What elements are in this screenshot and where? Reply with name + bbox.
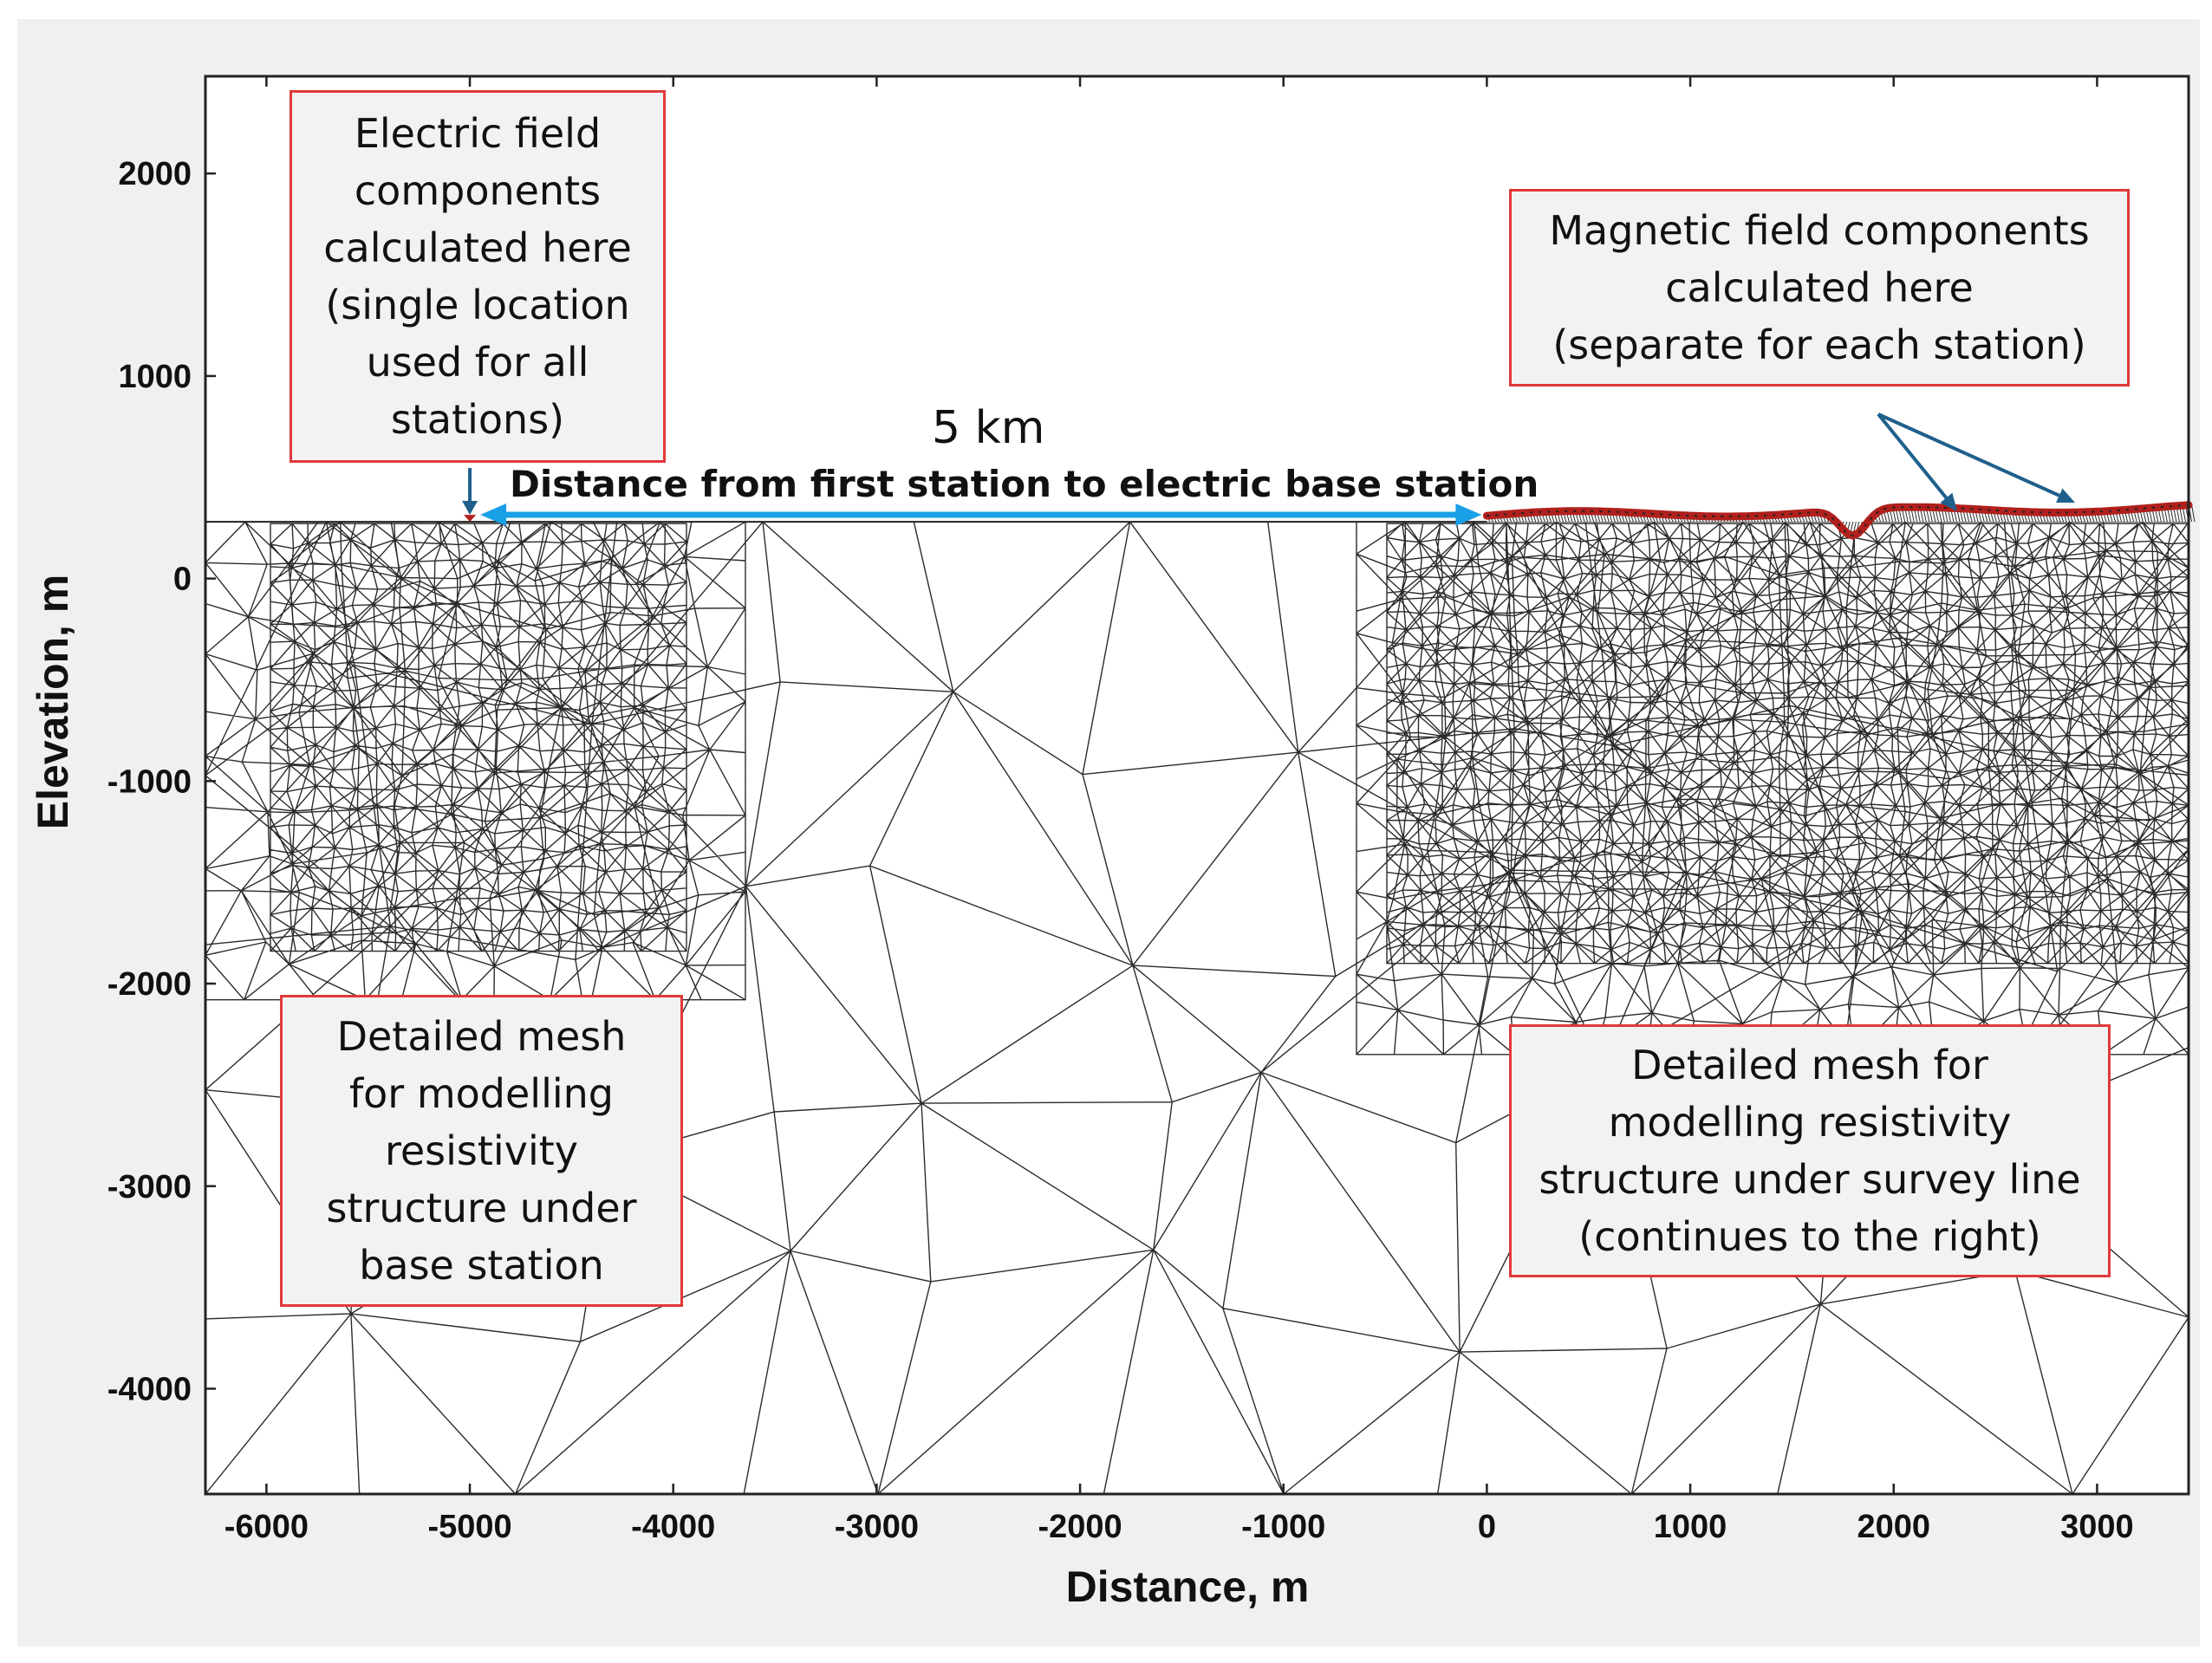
x-tick-label: -1000	[1241, 1509, 1325, 1545]
plot-frame	[204, 75, 2190, 1496]
magnetic-pointer-head-2	[2056, 488, 2075, 503]
base-station-marker	[464, 515, 477, 523]
y-tick-label: 0	[173, 562, 192, 598]
distance-value-label: 5 km	[932, 402, 1045, 454]
y-tick-label: -1000	[107, 763, 192, 800]
topography-surface	[205, 501, 2196, 540]
y-tick-label: -4000	[107, 1371, 192, 1407]
x-axis-title: Distance, m	[1066, 1562, 1310, 1611]
x-tick-label: -5000	[427, 1509, 511, 1545]
y-axis-title: Elevation, m	[29, 575, 77, 830]
magnetic-pointer-head-1	[1940, 492, 1957, 511]
annotations	[462, 413, 2075, 526]
x-tick-label: -4000	[631, 1509, 715, 1545]
callout-mesh-base-station: Detailed mesh for modelling resistivity …	[280, 995, 683, 1307]
x-tick-label: 1000	[1654, 1509, 1727, 1545]
axis-ticks: -6000 -5000 -4000 -3000 -2000 -1000 0 1000 2000 3…	[107, 76, 2134, 1545]
station-markers-line	[1482, 501, 2193, 540]
x-tick-label: -6000	[224, 1509, 309, 1545]
magnetic-pointer-shaft-1	[1877, 413, 1948, 499]
x-tick-label: 3000	[2060, 1509, 2134, 1545]
y-tick-label: 2000	[118, 156, 192, 192]
x-tick-label: -3000	[835, 1509, 919, 1545]
callout-magnetic-field: Magnetic field components calculated her…	[1509, 189, 2130, 387]
y-tick-label: -3000	[107, 1169, 192, 1205]
distance-caption-label: Distance from first station to electric …	[510, 463, 1539, 505]
x-tick-label: -2000	[1038, 1509, 1122, 1545]
distance-arrow-head-left	[480, 503, 507, 526]
x-tick-label: 0	[1478, 1509, 1496, 1545]
y-tick-label: -2000	[107, 966, 192, 1003]
distance-arrow-head-right	[1455, 503, 1482, 526]
callout-mesh-survey-line: Detailed mesh for modelling resistivity …	[1509, 1024, 2111, 1277]
y-tick-label: 1000	[118, 359, 192, 395]
electric-pointer-head	[462, 501, 478, 515]
mesh-triangles	[205, 521, 2189, 1495]
callout-electric-field: Electric field components calculated her…	[290, 90, 666, 463]
magnetic-pointer-shaft-2	[1877, 413, 2060, 497]
x-tick-label: 2000	[1857, 1509, 1930, 1545]
